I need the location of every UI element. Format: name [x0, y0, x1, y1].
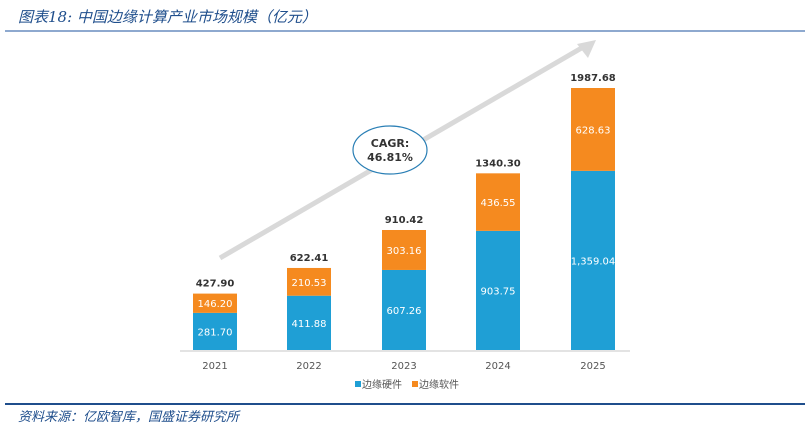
title-divider	[5, 30, 805, 32]
x-tick-label: 2025	[580, 361, 605, 372]
x-tick-label: 2021	[202, 361, 227, 372]
data-label: 281.70	[198, 327, 233, 338]
legend-swatch	[412, 381, 418, 387]
chart-title: 图表18: 中国边缘计算产业市场规模（亿元）	[18, 8, 317, 26]
bar-software-2022	[287, 267, 331, 296]
total-label: 427.90	[196, 279, 235, 290]
cagr-label: CAGR:	[371, 137, 409, 150]
bar-hardware-2025	[571, 170, 615, 350]
bar-hardware-2022	[287, 295, 331, 350]
legend-label: 边缘软件	[419, 378, 459, 391]
data-label: 303.16	[387, 246, 422, 257]
x-tick-label: 2024	[485, 361, 510, 372]
growth-arrow-head	[577, 40, 596, 58]
cagr-ellipse	[352, 125, 428, 175]
total-label: 910.42	[385, 215, 424, 226]
x-tick-label: 2023	[391, 361, 416, 372]
data-label: 210.53	[292, 278, 327, 289]
cagr-value: 46.81%	[367, 151, 413, 164]
bar-hardware-2023	[382, 269, 426, 350]
data-label: 628.63	[576, 125, 611, 136]
data-label: 436.55	[481, 198, 516, 209]
total-label: 1340.30	[475, 158, 521, 169]
data-label: 1,359.04	[571, 256, 616, 267]
legend-label: 边缘硬件	[362, 378, 402, 391]
x-tick-label: 2022	[296, 361, 321, 372]
source-note: 资料来源：亿欧智库，国盛证券研究所	[18, 410, 240, 425]
bar-software-2025	[571, 88, 615, 171]
bar-hardware-2021	[193, 312, 237, 350]
total-label: 1987.68	[570, 73, 616, 84]
bar-software-2024	[476, 173, 520, 231]
bar-hardware-2024	[476, 230, 520, 350]
data-label: 607.26	[387, 306, 422, 317]
data-label: 411.88	[292, 319, 327, 330]
bar-software-2023	[382, 229, 426, 270]
data-label: 146.20	[198, 299, 233, 310]
bar-software-2021	[193, 293, 237, 313]
data-label: 903.75	[481, 286, 516, 297]
total-label: 622.41	[290, 253, 329, 264]
legend-swatch	[355, 381, 361, 387]
footer-divider	[5, 403, 805, 405]
